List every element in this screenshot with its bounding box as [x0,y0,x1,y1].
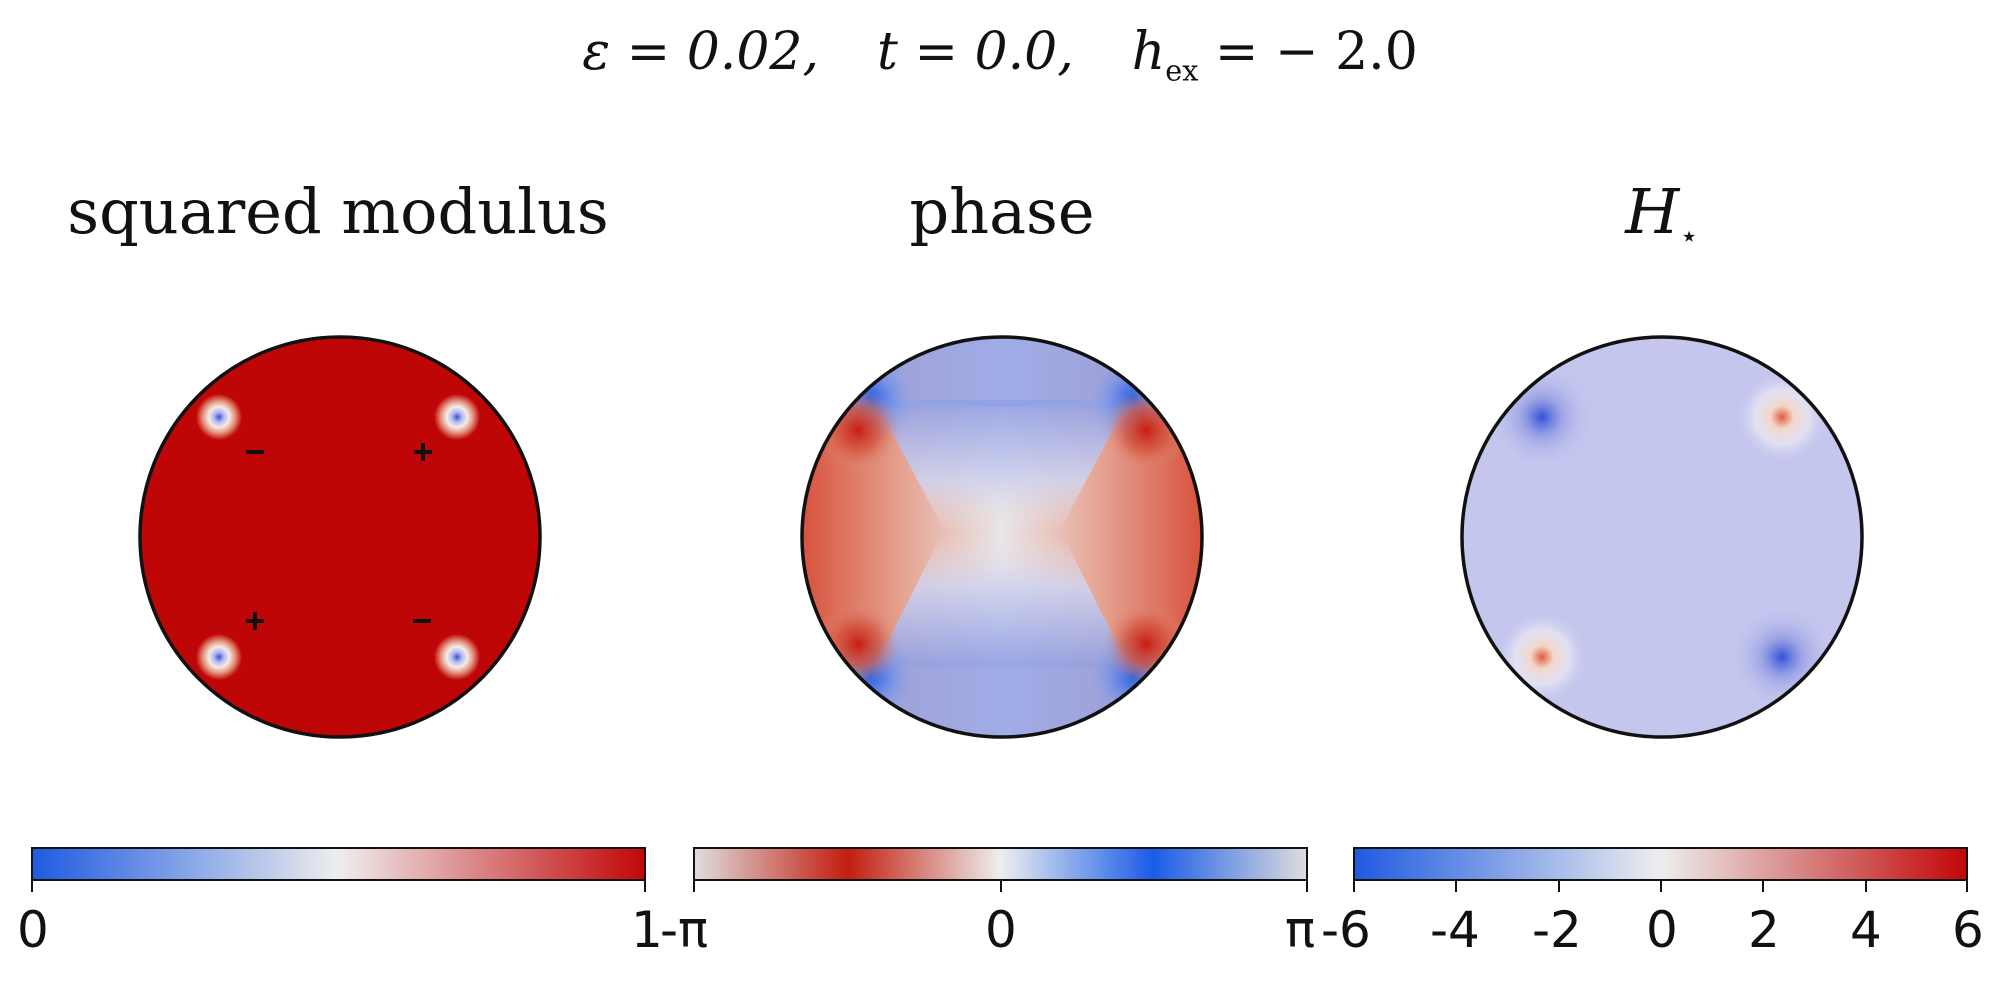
vortex-core-upper-right [434,394,480,440]
tick-mark [644,881,646,892]
tick-label-modulus-min: 0 [17,901,49,959]
vortex-core-lower-right [434,634,480,680]
tick-label-h-minus-4: -4 [1430,901,1480,959]
tick-label-modulus-max: 1 [631,901,663,959]
panel-title-modulus: squared modulus [67,175,609,248]
minus-marker-lower-right [413,619,431,623]
tick-label-h-4: 4 [1850,901,1882,959]
phase-disk [802,337,1202,737]
tick-mark [1660,881,1662,892]
tick-mark [1865,881,1867,892]
epsilon-label: ε = 0.02, [582,22,820,82]
tick-label-h-2: 2 [1748,901,1780,959]
colorbar-h-star [1353,847,1968,881]
tick-mark [1455,881,1457,892]
tick-mark [693,881,695,892]
panel-title-h-star: H⋆ [1625,175,1699,255]
h-star-disk [1462,337,1862,737]
tick-label-h-zero: 0 [1646,901,1678,959]
tick-label-phase-zero: 0 [985,901,1017,959]
tick-label-phase-min: -π [660,901,709,959]
tick-label-h-minus-2: -2 [1532,901,1582,959]
modulus-disk [140,337,540,737]
minus-marker-upper-left [246,450,264,454]
tick-label-h-minus-6: -6 [1321,901,1371,959]
tick-mark [1353,881,1355,892]
plus-marker-lower-left [246,612,264,630]
tick-mark [1000,881,1002,892]
tick-label-phase-max: π [1285,901,1316,959]
plus-marker-upper-right [414,443,432,461]
tick-mark [1558,881,1560,892]
tick-mark [1762,881,1764,892]
tick-mark [1306,881,1308,892]
panel-title-phase: phase [909,175,1095,248]
vortex-core-upper-left [196,394,242,440]
field-label: hex = − 2.0 [1131,22,1418,88]
colorbar-modulus [31,847,646,881]
tick-mark [1966,881,1968,892]
time-label: t = 0.0, [877,22,1074,82]
colorbar-phase [693,847,1308,881]
parameter-header: ε = 0.02, t = 0.0, hex = − 2.0 [0,22,2000,102]
tick-mark [31,881,33,892]
vortex-core-lower-left [196,634,242,680]
tick-label-h-6: 6 [1952,901,1984,959]
